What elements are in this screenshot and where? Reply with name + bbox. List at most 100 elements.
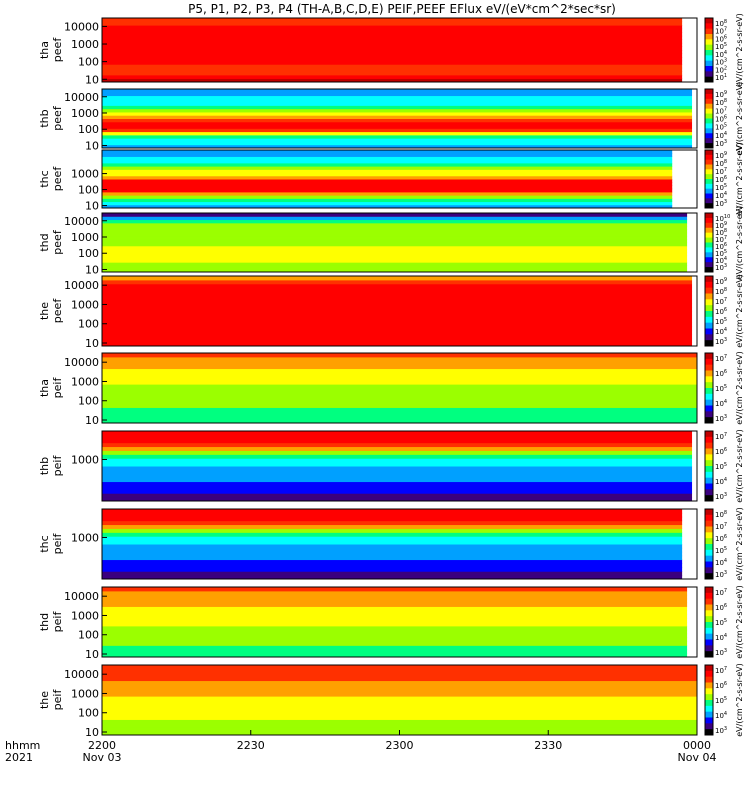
colorbar-step <box>705 396 713 401</box>
colorbar-step <box>705 555 713 560</box>
colorbar-tick-label: 104 <box>715 633 727 642</box>
spectrogram-band <box>102 172 673 177</box>
colorbar-tick-label: 104 <box>715 50 727 59</box>
colorbar-step <box>705 154 713 158</box>
colorbar-unit: eV/(cm^2-s-sr-eV) <box>735 429 744 502</box>
colorbar-step <box>705 331 713 335</box>
colorbar-step <box>705 235 713 239</box>
spectrogram-band <box>102 353 697 358</box>
spectrogram-band <box>102 692 697 697</box>
spectrogram-band <box>102 299 693 304</box>
spectrogram-band <box>102 391 697 397</box>
spectrogram-band <box>102 229 688 234</box>
panel-label-product: peef <box>51 37 64 63</box>
colorbar-tick-label: 105 <box>715 317 727 326</box>
spectrogram-band <box>102 469 693 475</box>
colorbar-step <box>705 619 713 623</box>
spectrogram-band <box>102 39 683 44</box>
panel-label-product: peef <box>51 298 64 324</box>
colorbar-step <box>705 720 713 724</box>
colorbar-frame <box>704 275 714 347</box>
colorbar-step <box>705 694 713 698</box>
spectrogram-band <box>102 138 693 142</box>
spectrogram-band <box>102 446 693 451</box>
colorbar-tick-label: 103 <box>715 58 727 67</box>
spectrogram-band <box>102 431 693 436</box>
panel-label: tha peif <box>38 377 64 399</box>
colorbar-step <box>705 343 713 347</box>
spectrogram-band <box>102 466 693 471</box>
spectrogram-band <box>102 368 697 373</box>
colorbar-tick-label: 1010 <box>715 214 730 223</box>
colorbar-step <box>705 150 713 153</box>
spectrogram-band <box>102 637 688 642</box>
colorbar-tick-label: 105 <box>715 618 727 627</box>
spectrogram-band <box>102 493 693 498</box>
spectrogram-band <box>102 67 683 72</box>
spectrogram-band <box>102 719 697 724</box>
colorbar-step <box>705 364 713 369</box>
spectrogram-band <box>102 279 693 285</box>
colorbar-step <box>705 334 713 338</box>
colorbar-step <box>705 514 713 519</box>
colorbar-tick-label: 106 <box>715 369 727 378</box>
x-tick-label: 2230 <box>237 739 265 752</box>
colorbar-step <box>705 601 713 605</box>
colorbar-step <box>705 328 713 332</box>
colorbar-frame <box>704 149 714 209</box>
y-tick-label: 10 <box>85 726 99 739</box>
colorbar-step <box>705 477 713 482</box>
spectrogram-band <box>102 571 683 576</box>
colorbar-tick-label: 105 <box>715 42 727 51</box>
colorbar-frame <box>704 352 714 424</box>
spectrogram-band <box>102 536 683 541</box>
colorbar-step <box>705 133 713 137</box>
spectrogram-band <box>102 195 673 199</box>
colorbar-step <box>705 198 713 202</box>
colorbar-tick-label: 106 <box>715 534 727 543</box>
colorbar-step <box>705 145 713 149</box>
colorbar-step <box>705 222 713 226</box>
colorbar-step <box>705 564 713 568</box>
colorbar-step <box>705 511 713 516</box>
colorbar-tick-label: 109 <box>715 90 727 99</box>
time-label-hhmm: hhmm <box>5 739 40 752</box>
colorbar-step <box>705 576 713 580</box>
colorbar-tick-label: 106 <box>715 34 727 43</box>
colorbar-tick-label: 105 <box>715 123 727 132</box>
colorbar-step <box>705 308 713 312</box>
spectrogram-band <box>102 684 697 689</box>
colorbar-step <box>705 648 713 652</box>
colorbar-step <box>705 682 713 686</box>
colorbar-step <box>705 624 713 629</box>
spectrogram-band <box>102 78 683 83</box>
colorbar-tick-label: 104 <box>715 399 727 408</box>
colorbar-tick-label: 108 <box>715 510 727 519</box>
colorbar-tick-label: 103 <box>715 414 727 423</box>
spectrogram-band <box>102 219 688 224</box>
colorbar-step <box>705 108 713 112</box>
colorbar-step <box>705 708 713 713</box>
colorbar-step <box>705 23 713 27</box>
spectrogram-band <box>102 645 688 650</box>
colorbar-step <box>705 460 713 464</box>
colorbar-unit: eV/(cm^2-s-sr-eV) <box>735 206 744 279</box>
colorbar-tick-label: 108 <box>715 228 727 237</box>
spectrogram-band <box>102 509 683 514</box>
spectrogram-band <box>102 134 693 139</box>
y-tick-label: 10000 <box>64 91 99 104</box>
colorbar-tick-label: 104 <box>715 191 727 200</box>
colorbar-tick-label: 107 <box>715 297 727 306</box>
spectrogram-band <box>102 606 688 611</box>
colorbar-tick-label: 105 <box>715 249 727 258</box>
spectrogram-band <box>102 567 683 572</box>
spectrogram-band <box>102 399 697 405</box>
colorbar-step <box>705 676 713 681</box>
spectrogram-band <box>102 419 697 424</box>
colorbar-step <box>705 361 713 366</box>
colorbar-step <box>705 162 713 165</box>
colorbar-step <box>705 247 713 251</box>
colorbar-step <box>705 483 713 487</box>
colorbar-tick-label: 104 <box>715 256 727 265</box>
colorbar-step <box>705 546 713 551</box>
